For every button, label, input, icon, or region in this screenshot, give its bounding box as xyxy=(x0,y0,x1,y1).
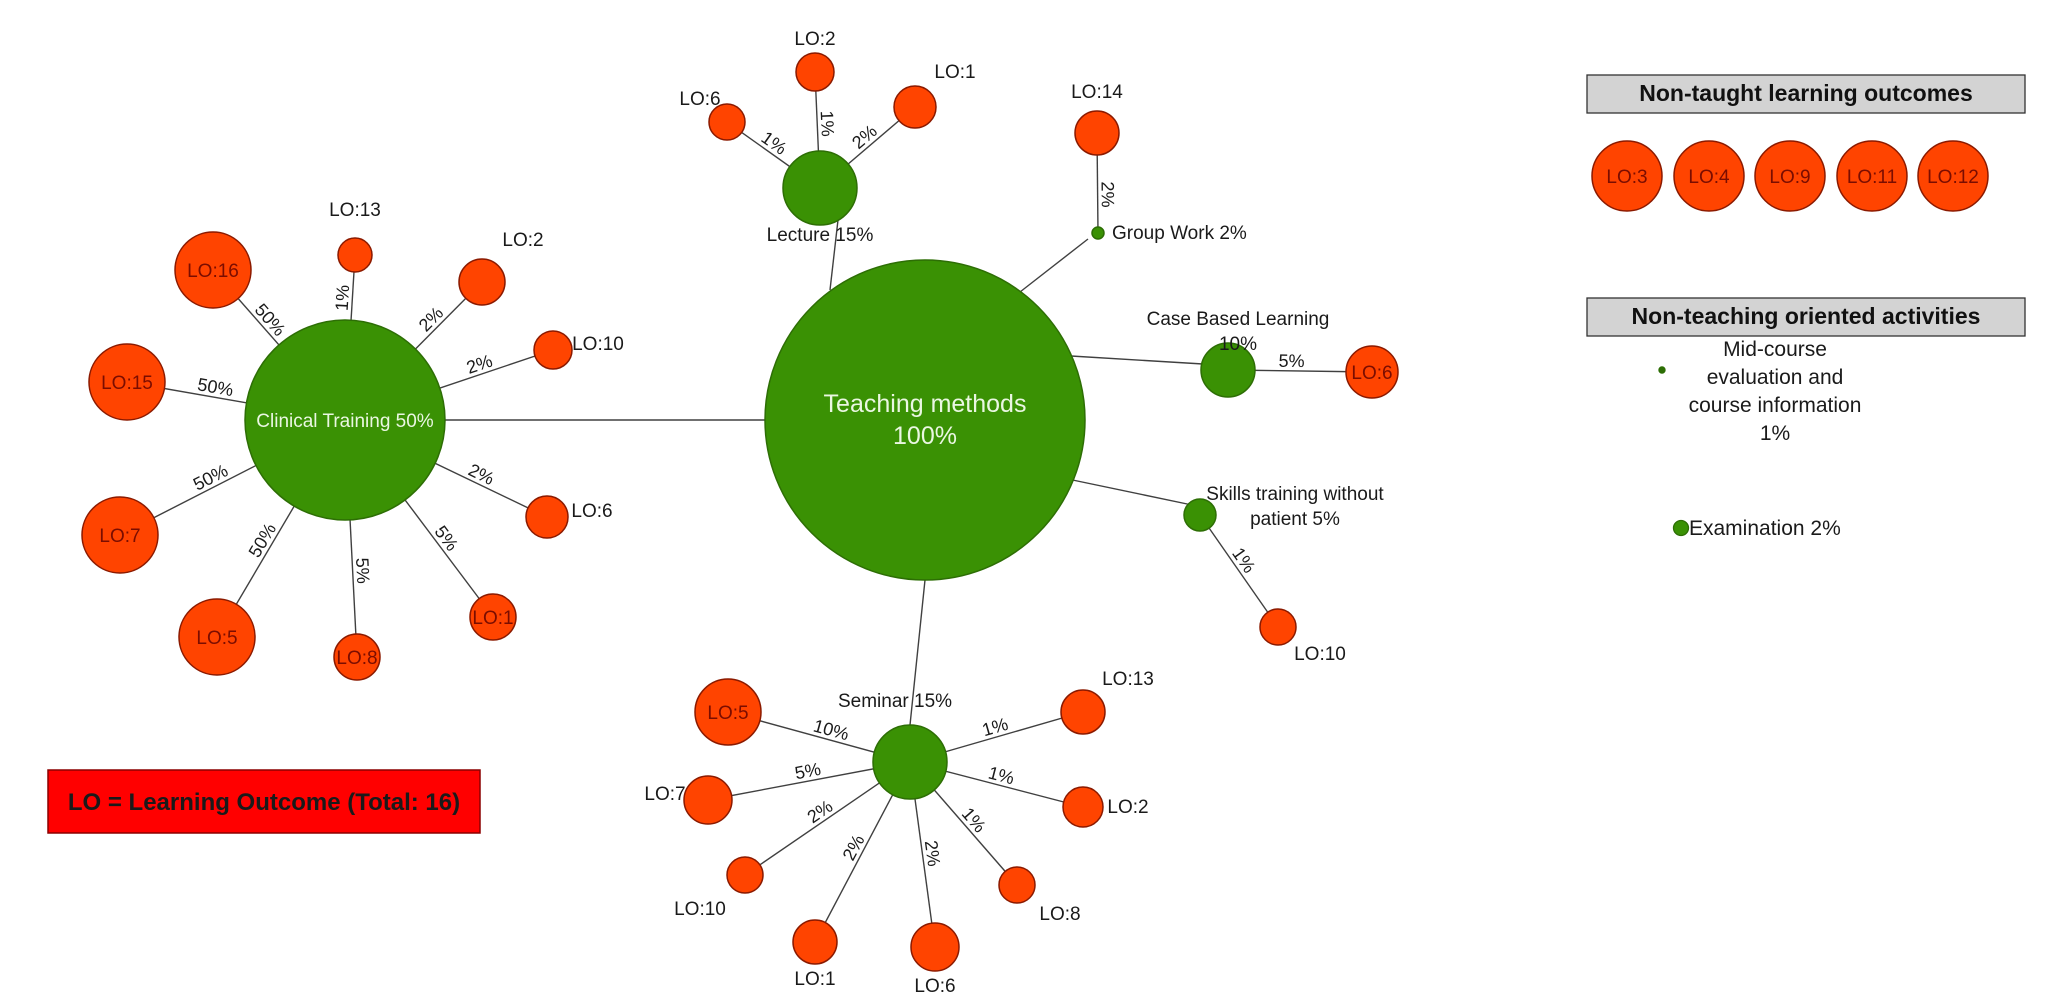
svg-text:LO:7: LO:7 xyxy=(99,526,140,547)
svg-text:LO:10: LO:10 xyxy=(674,899,726,920)
svg-text:LO:2: LO:2 xyxy=(794,29,835,50)
svg-text:LO:3: LO:3 xyxy=(1606,167,1647,188)
svg-text:LO = Learning Outcome (Total:: LO = Learning Outcome (Total: 16) xyxy=(68,789,460,816)
svg-text:LO:8: LO:8 xyxy=(1039,904,1080,925)
svg-text:Non-taught learning outcomes: Non-taught learning outcomes xyxy=(1639,80,1973,106)
svg-text:2%: 2% xyxy=(1097,181,1117,207)
svg-text:evaluation and: evaluation and xyxy=(1707,366,1844,389)
svg-text:Mid-course: Mid-course xyxy=(1723,338,1827,361)
svg-text:2%: 2% xyxy=(921,839,944,867)
svg-text:LO:1: LO:1 xyxy=(472,608,513,629)
svg-text:LO:14: LO:14 xyxy=(1071,82,1123,103)
svg-text:Clinical Training 50%: Clinical Training 50% xyxy=(256,411,434,432)
svg-text:1%: 1% xyxy=(1760,422,1790,445)
svg-text:course information: course information xyxy=(1689,394,1862,417)
svg-text:LO:10: LO:10 xyxy=(572,334,624,355)
svg-text:LO:12: LO:12 xyxy=(1927,167,1979,188)
svg-text:LO:7: LO:7 xyxy=(644,784,685,805)
svg-text:Group Work 2%: Group Work 2% xyxy=(1112,223,1247,244)
svg-text:Non-teaching oriented activiti: Non-teaching oriented activities xyxy=(1632,303,1981,329)
svg-text:LO:10: LO:10 xyxy=(1294,644,1346,665)
svg-text:5%: 5% xyxy=(352,557,373,584)
svg-text:LO:5: LO:5 xyxy=(707,703,748,724)
svg-text:LO:11: LO:11 xyxy=(1847,167,1897,188)
svg-text:10%: 10% xyxy=(1219,334,1257,355)
svg-text:100%: 100% xyxy=(893,422,957,450)
svg-text:LO:4: LO:4 xyxy=(1688,167,1730,188)
svg-text:LO:13: LO:13 xyxy=(1102,669,1154,690)
svg-text:5%: 5% xyxy=(1278,351,1304,371)
svg-text:Seminar 15%: Seminar 15% xyxy=(838,691,952,712)
svg-text:LO:6: LO:6 xyxy=(1351,363,1392,384)
svg-text:LO:16: LO:16 xyxy=(187,261,239,282)
svg-text:1%: 1% xyxy=(332,284,354,311)
svg-text:Lecture 15%: Lecture 15% xyxy=(767,225,874,246)
svg-text:LO:1: LO:1 xyxy=(934,62,975,83)
svg-text:patient 5%: patient 5% xyxy=(1250,509,1340,530)
svg-text:LO:8: LO:8 xyxy=(336,648,377,669)
svg-text:Teaching methods: Teaching methods xyxy=(824,390,1027,418)
svg-text:LO:5: LO:5 xyxy=(196,628,237,649)
svg-text:LO:6: LO:6 xyxy=(571,501,612,522)
svg-text:Skills training without: Skills training without xyxy=(1206,484,1384,505)
svg-text:LO:1: LO:1 xyxy=(794,969,835,990)
svg-text:LO:13: LO:13 xyxy=(329,200,381,221)
svg-text:LO:9: LO:9 xyxy=(1769,167,1810,188)
svg-text:LO:15: LO:15 xyxy=(101,373,153,394)
svg-text:LO:2: LO:2 xyxy=(1107,797,1148,818)
svg-text:Case Based Learning: Case Based Learning xyxy=(1147,309,1330,330)
svg-text:LO:6: LO:6 xyxy=(679,89,720,110)
svg-text:Examination 2%: Examination 2% xyxy=(1689,517,1841,540)
svg-text:1%: 1% xyxy=(817,110,838,137)
svg-text:LO:6: LO:6 xyxy=(914,976,955,997)
svg-text:LO:2: LO:2 xyxy=(502,230,543,251)
